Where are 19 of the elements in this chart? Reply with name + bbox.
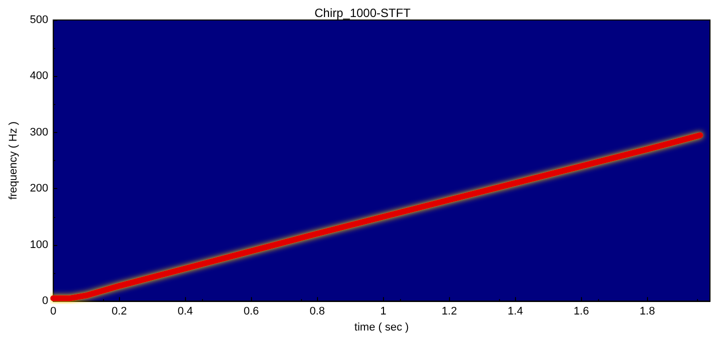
y-tick-label: 200 [30,182,48,195]
x-tick-label: 1.2 [442,306,457,318]
x-tick-label: 1.8 [640,306,655,318]
x-tick-label: 1 [380,306,386,318]
x-axis-title: time ( sec ) [354,322,409,334]
y-tick-label: 0 [42,295,48,308]
chart-title: Chirp_1000-STFT [314,6,412,20]
y-axis-title: frequency ( Hz ) [8,121,20,200]
y-tick-label: 400 [30,70,48,82]
x-tick-label: 0.2 [112,306,127,318]
x-tick-label: 0 [50,306,56,318]
y-tick-label: 300 [30,126,48,138]
x-tick-label: 1.4 [508,306,523,318]
y-tick-label: 100 [30,238,48,251]
x-tick-label: 0.4 [178,306,193,318]
y-tick-label: 500 [30,14,48,26]
x-tick-label: 0.6 [244,306,259,318]
x-tick-label: 1.6 [574,306,589,318]
x-tick-label: 0.8 [310,306,325,318]
